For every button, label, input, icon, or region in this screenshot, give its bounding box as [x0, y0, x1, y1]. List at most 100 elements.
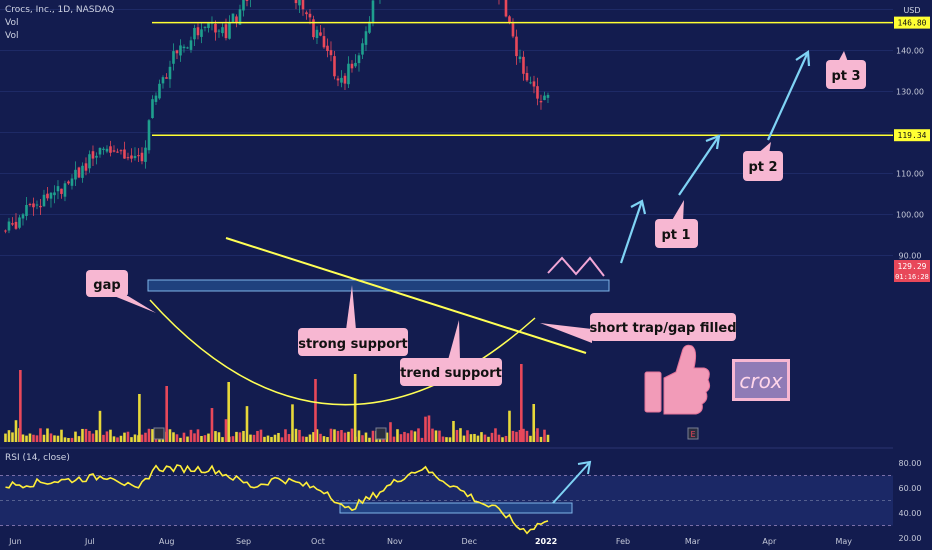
volume-bar	[466, 430, 469, 442]
last-price-countdown: 01:16:28	[895, 273, 929, 281]
volume-bar	[280, 437, 284, 442]
volume-bar	[350, 428, 354, 442]
candle-body	[84, 163, 88, 171]
callout-strong-support-text: strong support	[298, 337, 408, 352]
callout-pt2: pt 2	[743, 142, 783, 181]
volume-bar	[249, 434, 252, 442]
candle-body	[175, 50, 179, 54]
candle-body	[368, 21, 371, 33]
candle-body	[238, 9, 242, 25]
crox-label-box: crox	[732, 359, 790, 401]
arrow-to-pt1-head	[630, 199, 647, 215]
candle-body	[235, 16, 238, 23]
candle-body	[546, 94, 550, 98]
rsi-tick-label: 40.00	[899, 509, 922, 518]
candle-body	[60, 188, 63, 194]
volume-bar	[88, 430, 91, 442]
level-tag-text: 146.80	[898, 19, 927, 28]
volume-bar	[522, 428, 525, 442]
candle-body	[133, 155, 137, 159]
volume-bar	[109, 429, 112, 442]
volume-bar	[98, 410, 102, 442]
volume-bar	[189, 429, 193, 442]
candle-body	[343, 75, 347, 84]
candle-body	[539, 101, 543, 103]
time-tick-label: Nov	[387, 537, 403, 546]
volume-bar	[182, 432, 186, 442]
volume-bar	[245, 406, 249, 442]
volume-bar	[368, 437, 371, 442]
last-price-tag: 129.29 01:16:28	[894, 260, 930, 282]
volume-spike	[227, 382, 230, 442]
volume-bar	[130, 437, 133, 442]
callout-trend-support-text: trend support	[400, 366, 502, 381]
candle-body	[371, 0, 375, 23]
candle-body	[242, 0, 245, 11]
candle-body	[312, 19, 315, 38]
volume-bar	[497, 434, 501, 442]
candle-body	[228, 22, 231, 39]
time-tick-label: Sep	[236, 537, 251, 546]
volume-spike	[353, 374, 357, 442]
volume-bar	[270, 436, 273, 442]
candle-body	[308, 13, 312, 18]
trend-support-line	[225, 237, 587, 354]
candle-body	[336, 78, 340, 81]
volume-bar	[193, 433, 196, 442]
candle-body	[522, 56, 525, 74]
volume-bar	[25, 435, 28, 442]
level-tag-bg	[894, 16, 930, 29]
candle-body	[186, 47, 189, 49]
volume-bar	[333, 429, 336, 442]
candle-body	[7, 221, 11, 231]
volume-bar	[399, 434, 403, 442]
earnings-marker-e-text: E	[690, 430, 695, 439]
candle-body	[294, 0, 298, 4]
support-zone-box	[147, 279, 610, 292]
volume-bar	[452, 420, 455, 442]
candle-body	[147, 120, 151, 151]
volume-bar	[508, 410, 511, 442]
candle-body	[329, 50, 333, 56]
volume-bar	[340, 430, 343, 442]
volume-bar	[343, 432, 347, 442]
candle-body	[182, 46, 186, 49]
volume-bar	[445, 437, 448, 442]
rsi-tick-label: 20.00	[899, 534, 922, 543]
time-axis[interactable]: Jun Jul Aug Sep Oct Nov Dec 2022 Feb Mar Apr May	[8, 537, 852, 546]
candle-body	[536, 86, 539, 99]
callout-short-trap: short trap/gap filled	[540, 313, 737, 343]
volume-bars	[4, 364, 550, 442]
volume-bar	[238, 432, 242, 442]
candle-body	[144, 147, 147, 162]
volume-bar	[210, 408, 214, 442]
earnings-marker-e[interactable]	[687, 427, 699, 440]
candle-body	[116, 151, 119, 153]
time-tick-label: Jun	[8, 537, 22, 546]
volume-bar	[294, 428, 298, 442]
candle-body	[28, 204, 32, 206]
volume-bar	[60, 429, 63, 442]
volume-bar	[298, 429, 301, 442]
volume-bar	[151, 429, 154, 442]
candle-body	[158, 83, 161, 99]
candle-body	[95, 155, 98, 158]
volume-bar	[322, 436, 326, 442]
price-tick-label: 110.00	[896, 170, 924, 179]
volume-bar	[501, 437, 504, 442]
candle-body	[354, 62, 357, 67]
callout-pt1: pt 1	[655, 200, 698, 248]
volume-bar	[455, 429, 459, 442]
callout-pt3: pt 3	[826, 51, 866, 89]
arrow-to-pt2-head	[705, 134, 721, 150]
candlestick-series	[4, 0, 550, 234]
volume-bar	[312, 432, 315, 442]
arrow-to-pt1	[619, 200, 644, 264]
volume-bar	[515, 431, 518, 442]
volume-bar	[546, 434, 550, 442]
thumbs-up-icon	[644, 344, 711, 415]
callout-pt1-text: pt 1	[661, 228, 690, 243]
volume-bar	[396, 429, 399, 442]
